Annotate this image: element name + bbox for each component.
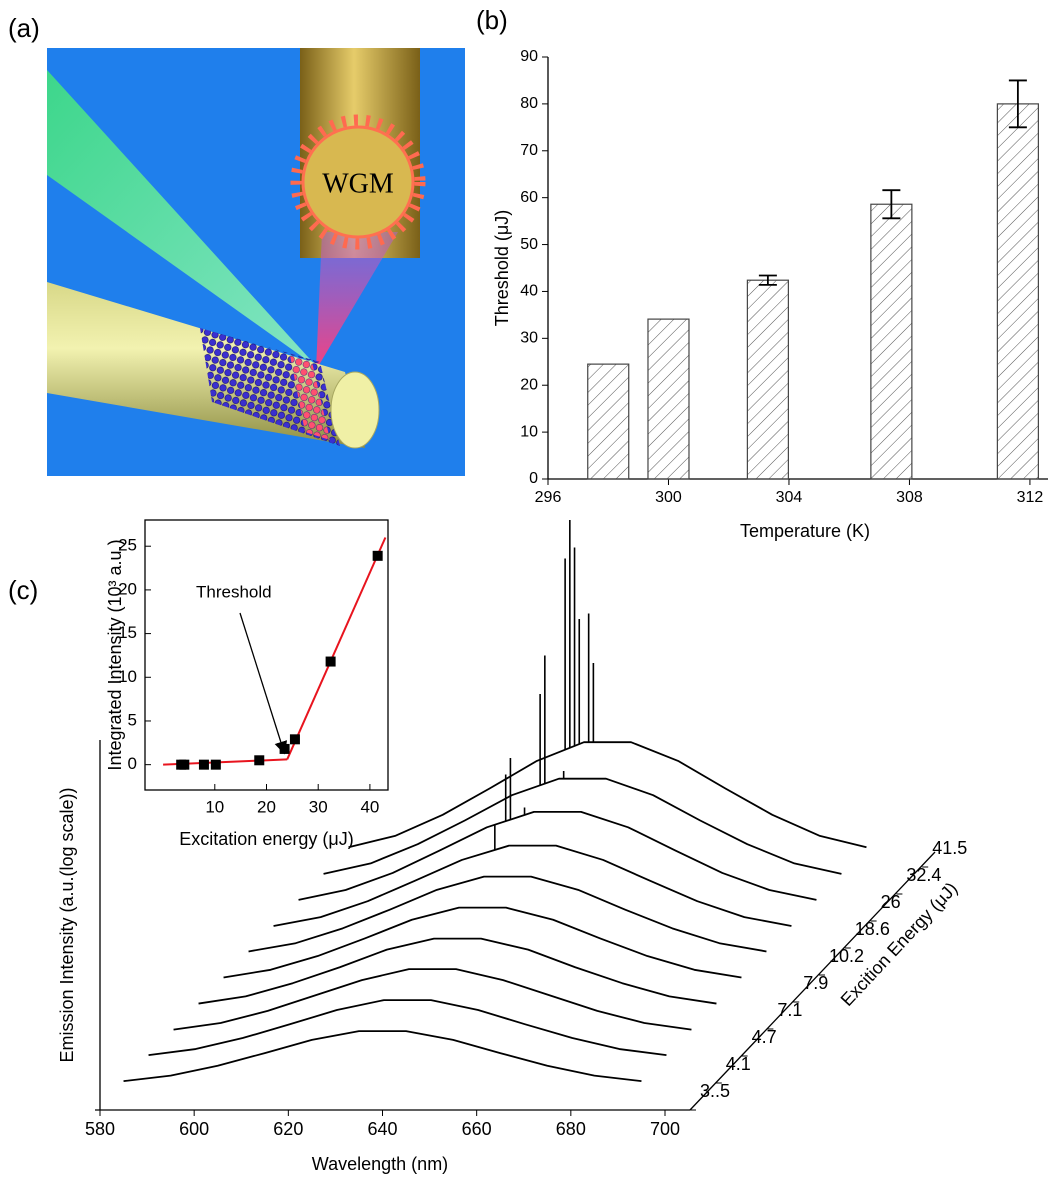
y-tick-label: 30 xyxy=(520,330,538,347)
y-tick-label: 80 xyxy=(520,95,538,112)
y-tick-label: 10 xyxy=(118,667,137,686)
y-axis-label: Integrated Intensity (10³ a.u.) xyxy=(105,539,125,770)
x-tick-label: 312 xyxy=(1017,489,1044,506)
y-tick-label: 15 xyxy=(118,623,137,642)
panel-label: (b) xyxy=(476,5,508,35)
y-tick-label: 0 xyxy=(529,470,538,487)
x-tick-label: 580 xyxy=(85,1119,115,1139)
z-tick-label: 18.6 xyxy=(855,919,890,939)
ring-mode xyxy=(290,355,330,440)
y-tick-label: 40 xyxy=(520,283,538,300)
spectrum xyxy=(348,741,867,849)
z-tick-label: 7.1 xyxy=(777,1000,802,1020)
emission-cone xyxy=(316,232,398,370)
y-axis-label: Threshold (μJ) xyxy=(492,210,512,326)
x-tick-label: 300 xyxy=(655,489,682,506)
y-tick-label: 90 xyxy=(520,48,538,65)
z-tick-label: 7.9 xyxy=(803,973,828,993)
x-axis-label: Temperature (K) xyxy=(740,521,870,541)
x-tick-label: 640 xyxy=(367,1119,397,1139)
z-tick-label: 3..5 xyxy=(700,1081,730,1101)
x-tick-label: 30 xyxy=(309,797,328,816)
bar xyxy=(996,103,1039,480)
z-tick-label: 32.4 xyxy=(906,865,941,885)
x-tick-label: 308 xyxy=(896,489,923,506)
y-tick-label: 25 xyxy=(118,536,137,555)
x-axis-label: Excitation energy (μJ) xyxy=(179,829,353,849)
y-tick-label: 5 xyxy=(128,710,137,729)
x-axis-label: Wavelength (nm) xyxy=(312,1154,448,1174)
y-tick-label: 20 xyxy=(118,579,137,598)
z-tick-label: 4.1 xyxy=(726,1054,751,1074)
rod-end xyxy=(330,371,380,449)
y-tick-label: 50 xyxy=(520,236,538,253)
y-tick-label: 20 xyxy=(520,376,538,393)
x-tick-label: 40 xyxy=(360,797,379,816)
z-tick-label: 10.2 xyxy=(829,946,864,966)
data-point xyxy=(279,743,290,754)
wgm-ring xyxy=(290,114,426,250)
data-point xyxy=(289,734,300,745)
data-point xyxy=(198,759,209,770)
illustration: WGM xyxy=(47,48,465,476)
x-tick-label: 680 xyxy=(556,1119,586,1139)
y-tick-label: 10 xyxy=(520,423,538,440)
bar xyxy=(587,363,630,480)
annotation: Threshold xyxy=(196,582,272,601)
x-tick-label: 700 xyxy=(650,1119,680,1139)
x-tick-label: 304 xyxy=(776,489,803,506)
z-axis xyxy=(689,851,936,1111)
wgm-label: WGM xyxy=(322,168,394,199)
x-tick-label: 600 xyxy=(179,1119,209,1139)
data-point xyxy=(372,550,383,561)
spectrum xyxy=(173,968,692,1031)
spectrum xyxy=(248,875,767,953)
y-axis-label: Emission Intensity (a.u.(log scale)) xyxy=(57,787,77,1062)
x-tick-label: 10 xyxy=(205,797,224,816)
annotation-arrow xyxy=(239,612,288,755)
y-tick-label: 60 xyxy=(520,189,538,206)
panel-label: (c) xyxy=(8,575,38,605)
z-tick-label: 26 xyxy=(881,892,901,912)
y-tick-label: 0 xyxy=(128,754,137,773)
data-point xyxy=(254,755,265,766)
y-tick-label: 70 xyxy=(520,142,538,159)
bar xyxy=(870,203,913,480)
spectrum xyxy=(273,844,792,927)
x-tick-label: 296 xyxy=(535,489,562,506)
panel-label: (a) xyxy=(8,13,40,43)
spectrum xyxy=(148,999,667,1056)
data-point xyxy=(179,759,190,770)
spectrum xyxy=(198,937,717,1005)
x-tick-label: 620 xyxy=(273,1119,303,1139)
pump-beam xyxy=(47,70,318,368)
spectrum xyxy=(223,906,742,979)
data-point xyxy=(210,759,221,770)
plot-frame xyxy=(144,519,389,791)
data-point xyxy=(325,656,336,667)
z-tick-label: 4.7 xyxy=(752,1027,777,1047)
spectrum xyxy=(298,811,817,901)
bar xyxy=(746,279,789,480)
spectrum xyxy=(323,777,842,875)
x-tick-label: 660 xyxy=(462,1119,492,1139)
fit-line xyxy=(286,537,387,760)
z-tick-label: 41.5 xyxy=(932,838,967,858)
bar xyxy=(647,318,690,480)
x-tick-label: 20 xyxy=(257,797,276,816)
spectrum xyxy=(123,1030,642,1083)
